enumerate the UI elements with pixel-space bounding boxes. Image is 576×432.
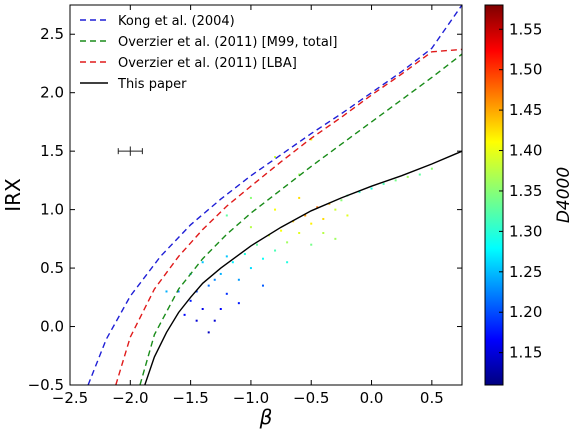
colorbar-label: D4000	[554, 167, 574, 223]
scatter-point-20	[304, 214, 307, 217]
scatter-point-16	[280, 229, 283, 232]
colorbar-tick-label-0: 1.15	[509, 344, 542, 362]
y-axis-label: IRX	[1, 178, 25, 212]
y-tick-label-6: 2.5	[40, 25, 64, 43]
scatter-point-36	[225, 255, 228, 258]
x-tick-label-5: 0.0	[360, 389, 384, 407]
colorbar-tick-label-5: 1.40	[509, 142, 542, 160]
scatter-point-7	[225, 292, 228, 295]
scatter-points	[165, 138, 433, 334]
series-line-1	[139, 53, 462, 385]
scatter-point-4	[207, 284, 210, 287]
scatter-point-1	[189, 299, 192, 302]
scatter-point-21	[310, 222, 313, 225]
scatter-point-56	[195, 319, 198, 322]
scatter-point-37	[249, 226, 252, 229]
scatter-point-40	[261, 284, 264, 287]
scatter-point-45	[201, 261, 204, 264]
series-line-2	[115, 48, 462, 385]
scatter-point-39	[298, 196, 301, 199]
scatter-point-17	[286, 241, 289, 244]
x-tick-label-1: −2.0	[112, 389, 148, 407]
scatter-point-35	[177, 290, 180, 293]
scatter-point-41	[237, 302, 240, 305]
y-tick-label-1: 0.0	[40, 318, 64, 336]
scatter-point-29	[370, 187, 373, 190]
scatter-point-38	[274, 208, 277, 211]
legend: Kong et al. (2004) Overzier et al. (2011)…	[80, 14, 338, 92]
scatter-point-50	[298, 173, 301, 176]
scatter-point-48	[165, 290, 168, 293]
colorbar-tick-label-8: 1.55	[509, 20, 542, 38]
scatter-point-19	[298, 232, 301, 234]
colorbar-tick-label-1: 1.20	[509, 303, 542, 321]
scatter-point-44	[310, 243, 313, 246]
y-axis-ticks: −0.5 0.0 0.5 1.0 1.5 2.0 2.5	[28, 25, 462, 394]
series-line-3	[144, 150, 462, 385]
scatter-point-47	[322, 232, 325, 234]
legend-label-1: Overzier et al. (2011) [M99, total]	[118, 35, 338, 50]
y-tick-label-5: 2.0	[40, 84, 64, 102]
x-tick-label-6: 0.5	[420, 389, 444, 407]
scatter-point-5	[213, 319, 216, 322]
scatter-point-23	[322, 217, 325, 220]
x-tick-label-3: −1.0	[233, 389, 269, 407]
scatter-point-15	[274, 249, 277, 252]
scatter-point-32	[406, 175, 409, 178]
scatter-point-25	[334, 208, 337, 211]
error-bar	[117, 146, 143, 156]
legend-label-3: This paper	[117, 77, 187, 92]
colorbar-tick-label-6: 1.45	[509, 101, 542, 119]
scatter-point-11	[249, 267, 252, 270]
legend-label-0: Kong et al. (2004)	[118, 14, 235, 29]
scatter-point-31	[394, 179, 397, 182]
colorbar-tick-label-7: 1.50	[509, 61, 542, 79]
scatter-point-22	[316, 206, 319, 209]
colorbar-ticks: 1.15 1.20 1.25 1.30 1.35 1.40 1.45 1.50 1.55	[499, 20, 542, 362]
colorbar-tick-label-3: 1.30	[509, 222, 542, 240]
scatter-point-34	[430, 167, 433, 170]
scatter-point-28	[358, 191, 361, 194]
scatter-point-0	[183, 313, 186, 316]
scatter-point-49	[346, 214, 349, 217]
x-axis-ticks: −2.5 −2.0 −1.5 −1.0 −0.5 0.0 0.5	[52, 5, 444, 407]
scatter-point-6	[219, 272, 222, 275]
scatter-point-2	[195, 290, 198, 293]
x-tick-label-0: −2.5	[52, 389, 88, 407]
y-tick-label-0: −0.5	[28, 376, 64, 394]
model-curves	[87, 5, 462, 385]
scatter-point-30	[382, 182, 385, 185]
scatter-point-53	[225, 214, 228, 217]
colorbar-tick-label-2: 1.25	[509, 263, 542, 281]
y-tick-label-4: 1.5	[40, 142, 64, 160]
scatter-point-33	[418, 173, 421, 176]
scatter-point-12	[255, 243, 258, 246]
colorbar-tick-label-4: 1.35	[509, 182, 542, 200]
scatter-point-9	[237, 278, 240, 281]
x-tick-label-2: −1.5	[172, 389, 208, 407]
colorbar	[484, 4, 504, 386]
scatter-point-57	[207, 331, 210, 334]
scatter-point-3	[201, 308, 204, 310]
scatter-point-58	[219, 308, 222, 310]
scatter-point-52	[310, 138, 313, 141]
scatter-point-55	[334, 237, 337, 240]
scatter-point-54	[249, 196, 252, 199]
plot-frame	[69, 4, 463, 386]
scatter-point-13	[261, 257, 264, 260]
scatter-point-43	[286, 261, 289, 264]
scatter-point-51	[274, 156, 277, 158]
scatter-point-8	[231, 261, 234, 264]
scatter-point-10	[243, 253, 246, 256]
x-axis-label: β	[259, 405, 273, 429]
y-tick-label-2: 0.5	[40, 259, 64, 277]
x-tick-label-4: −0.5	[293, 389, 329, 407]
legend-label-2: Overzier et al. (2011) [LBA]	[118, 56, 297, 71]
scatter-point-26	[340, 199, 343, 202]
scatter-point-42	[213, 278, 216, 281]
y-tick-label-3: 1.0	[40, 201, 64, 219]
